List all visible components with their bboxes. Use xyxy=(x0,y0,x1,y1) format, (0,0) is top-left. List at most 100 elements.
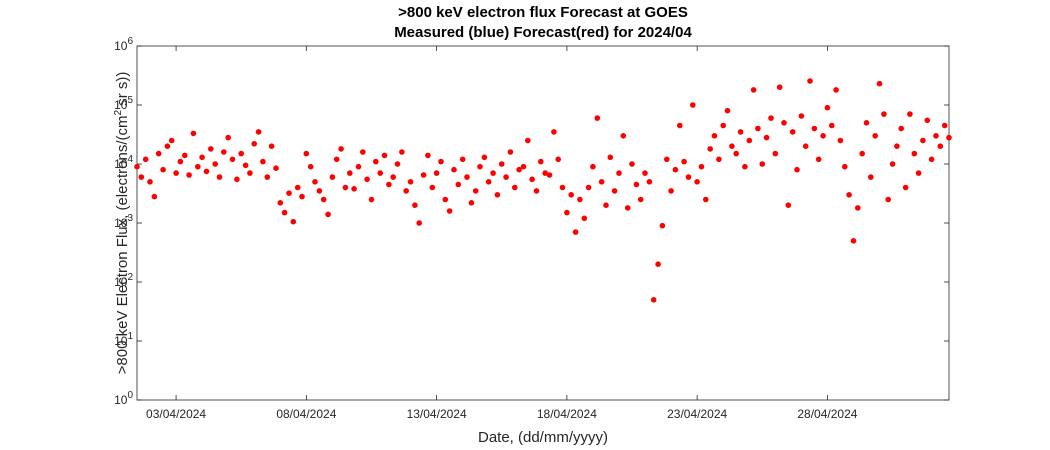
data-point xyxy=(512,184,518,191)
data-point xyxy=(842,163,848,170)
data-point xyxy=(941,122,948,129)
data-point xyxy=(646,179,653,185)
data-point xyxy=(650,297,657,303)
data-point xyxy=(303,150,310,157)
x-tick-label: 03/04/2024 xyxy=(146,407,206,421)
data-point xyxy=(585,184,592,191)
data-point xyxy=(928,156,935,163)
data-point xyxy=(685,174,692,180)
data-point xyxy=(933,133,939,139)
data-point xyxy=(138,174,145,180)
data-point xyxy=(815,156,822,163)
data-point xyxy=(603,202,609,208)
data-point xyxy=(216,174,223,180)
data-point xyxy=(768,115,774,121)
data-point xyxy=(134,163,140,170)
data-point xyxy=(281,209,288,216)
y-tick-label: 103 xyxy=(114,213,133,230)
data-point xyxy=(677,122,683,129)
data-point xyxy=(155,150,162,157)
data-point xyxy=(446,208,453,214)
data-point xyxy=(820,133,826,139)
data-point xyxy=(907,111,913,117)
y-tick-exponent: 3 xyxy=(127,213,133,224)
data-point xyxy=(242,162,249,169)
y-axis-label-superscript: 2 xyxy=(113,110,124,116)
data-point xyxy=(290,218,297,225)
data-point xyxy=(889,161,896,167)
data-point xyxy=(742,163,748,170)
y-tick-label: 101 xyxy=(114,331,133,348)
data-point xyxy=(294,184,301,191)
data-point xyxy=(299,193,305,200)
data-point xyxy=(151,193,158,200)
y-tick-exponent: 6 xyxy=(127,36,133,47)
y-tick-label: 104 xyxy=(114,154,133,171)
data-point xyxy=(234,176,240,183)
y-tick-exponent: 2 xyxy=(127,272,133,283)
y-tick-label: 100 xyxy=(114,390,133,407)
x-axis: 03/04/2024 08/04/2024 13/04/2024 18/04/2024… xyxy=(146,46,858,421)
data-point xyxy=(859,150,865,157)
data-point xyxy=(911,150,918,157)
data-point xyxy=(516,166,522,173)
data-point xyxy=(577,196,583,203)
data-point xyxy=(142,156,149,163)
x-tick-label: 28/04/2024 xyxy=(797,407,857,421)
data-point xyxy=(855,205,861,211)
data-point xyxy=(920,137,926,144)
data-point xyxy=(338,146,344,152)
data-point xyxy=(724,107,731,114)
data-point xyxy=(255,129,262,135)
data-point xyxy=(655,261,661,268)
data-point xyxy=(320,196,327,203)
data-point xyxy=(811,125,818,132)
data-point xyxy=(381,152,388,159)
data-point xyxy=(798,113,805,119)
data-point xyxy=(772,150,779,157)
chart-subtitle: Measured (blue) Forecast(red) for 2024/0… xyxy=(394,24,692,41)
data-point xyxy=(438,158,444,165)
data-point xyxy=(477,163,483,170)
data-point xyxy=(459,156,466,163)
data-point xyxy=(451,166,457,173)
x-tick-label: 23/04/2024 xyxy=(667,407,727,421)
data-point xyxy=(672,166,679,173)
data-point xyxy=(203,168,210,175)
data-point xyxy=(694,179,700,185)
x-tick-label: 13/04/2024 xyxy=(407,407,467,421)
data-point xyxy=(347,170,353,176)
data-point xyxy=(416,220,423,226)
data-point xyxy=(420,172,427,178)
data-point xyxy=(681,158,687,165)
data-point xyxy=(829,122,835,129)
data-point xyxy=(590,163,596,170)
data-point xyxy=(551,129,557,135)
data-point xyxy=(581,215,588,222)
data-point xyxy=(833,87,839,93)
data-point xyxy=(247,170,253,176)
data-point xyxy=(386,181,392,188)
y-axis-label: >800 keV Electron Flux, (electrons/(cm2 … xyxy=(113,72,131,375)
data-point xyxy=(498,161,505,167)
data-point xyxy=(872,133,878,139)
data-point xyxy=(698,163,705,170)
data-point xyxy=(902,184,909,191)
data-point xyxy=(629,161,635,167)
data-point xyxy=(351,186,357,192)
data-point xyxy=(368,196,375,203)
data-point xyxy=(260,158,266,165)
data-point xyxy=(707,146,713,152)
x-tick-label: 18/04/2024 xyxy=(537,407,597,421)
data-point xyxy=(690,102,696,108)
data-point xyxy=(342,184,349,191)
data-point xyxy=(442,196,449,203)
data-point xyxy=(572,229,579,235)
data-point xyxy=(433,170,440,176)
y-tick-base: 10 xyxy=(114,157,128,171)
x-axis-label: Date, (dd/mm/yyyy) xyxy=(478,429,608,446)
y-tick-base: 10 xyxy=(114,393,128,407)
data-point xyxy=(807,78,813,84)
data-point xyxy=(394,161,401,167)
data-point xyxy=(503,174,509,180)
